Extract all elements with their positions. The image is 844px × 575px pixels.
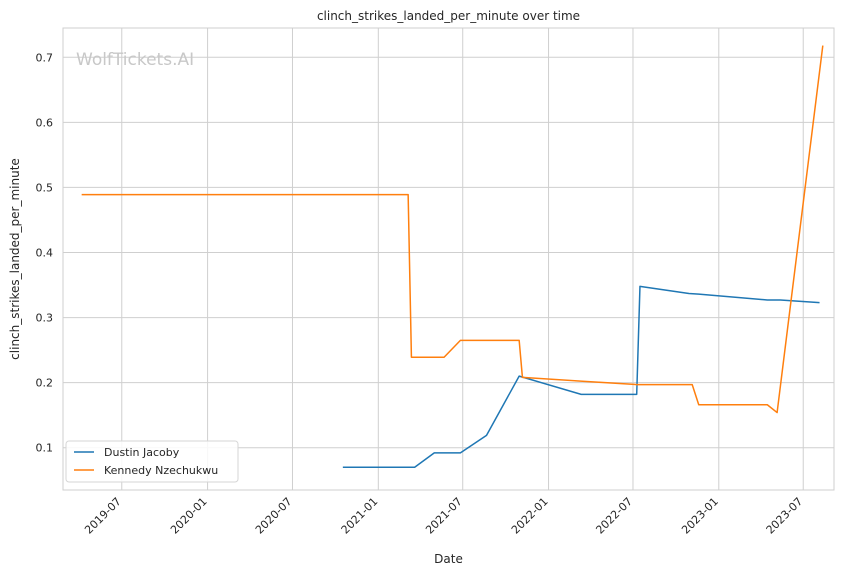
x-axis-title: Date bbox=[434, 552, 463, 566]
plot-frame bbox=[62, 27, 835, 491]
watermark-text: WolfTickets.AI bbox=[76, 50, 194, 70]
y-tick-labels: 0.1 0.2 0.3 0.4 0.5 0.6 0.7 bbox=[36, 51, 54, 454]
y-axis-title: clinch_strikes_landed_per_minute bbox=[8, 158, 22, 360]
y-tick-label: 0.2 bbox=[36, 377, 54, 390]
chart-title: clinch_strikes_landed_per_minute over ti… bbox=[317, 9, 580, 23]
series-line bbox=[342, 285, 820, 468]
y-tick-label: 0.3 bbox=[36, 312, 54, 325]
y-tick-label: 0.4 bbox=[36, 246, 54, 259]
x-gridlines bbox=[121, 28, 804, 490]
series-lines bbox=[81, 45, 824, 468]
legend-box bbox=[65, 440, 239, 483]
y-tick-label: 0.7 bbox=[36, 51, 54, 64]
y-tick-label: 0.1 bbox=[36, 442, 54, 455]
y-tick-label: 0.6 bbox=[36, 116, 54, 129]
legend: Dustin Jacoby Kennedy Nzechukwu bbox=[65, 440, 239, 483]
legend-label: Kennedy Nzechukwu bbox=[104, 464, 218, 477]
y-tick-label: 0.5 bbox=[36, 181, 54, 194]
y-gridlines bbox=[63, 56, 834, 449]
legend-label: Dustin Jacoby bbox=[104, 446, 180, 459]
series-line bbox=[81, 45, 824, 414]
